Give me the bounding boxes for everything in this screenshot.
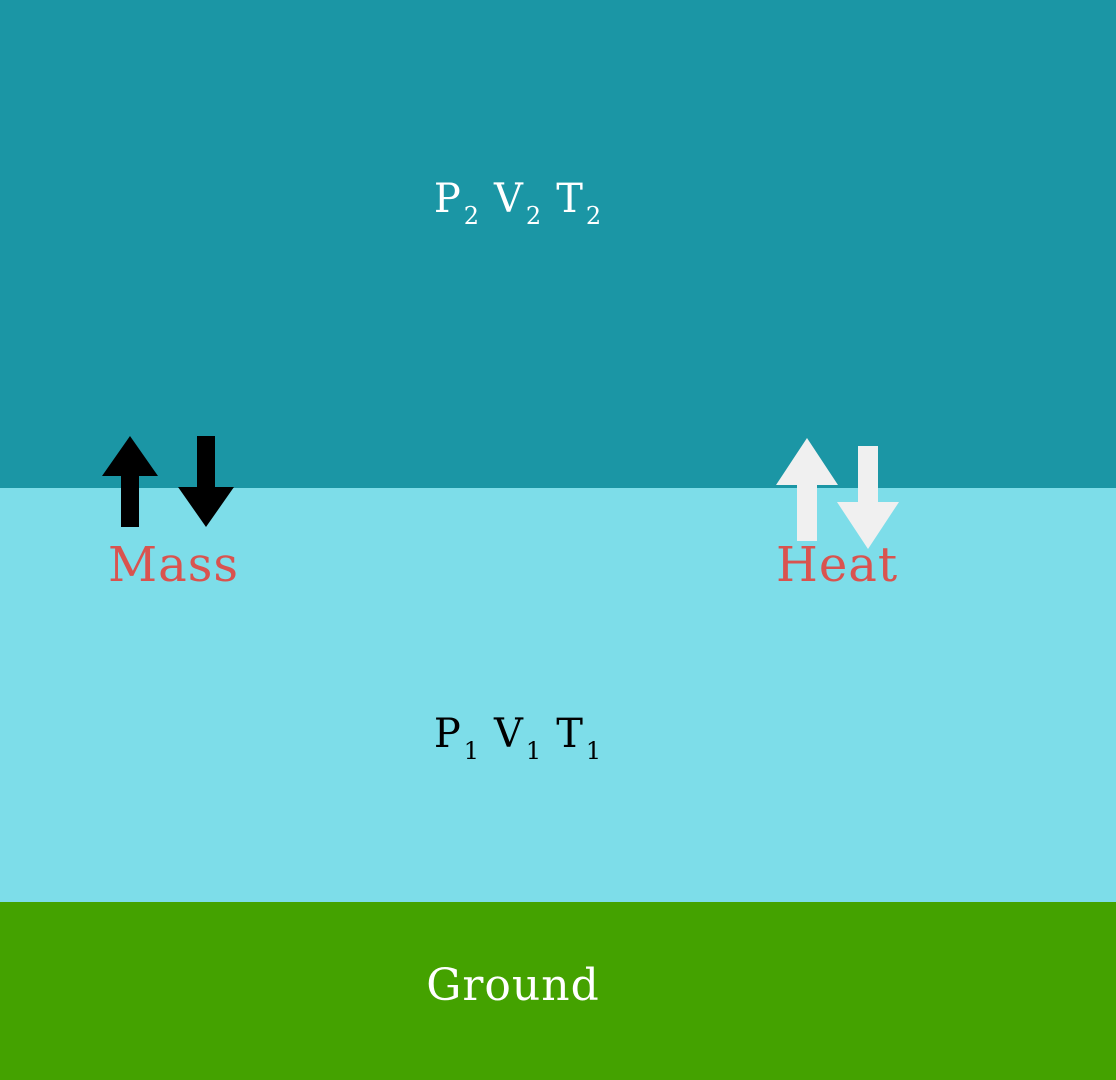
lower-pressure-subscript: 1 — [463, 737, 481, 765]
lower-volume-subscript: 1 — [525, 737, 543, 765]
mass-arrow-up-icon — [102, 436, 158, 527]
mass-arrow-down-icon — [178, 436, 234, 527]
upper-volume: V — [494, 176, 524, 222]
lower-layer — [0, 488, 1116, 902]
lower-state-label: P1 V1 T1 — [0, 711, 1036, 765]
lower-volume: V — [494, 711, 524, 757]
upper-volume-subscript: 2 — [525, 202, 543, 230]
ground-label: Ground — [426, 960, 600, 1011]
mass-label: Mass — [108, 537, 240, 593]
heat-arrow-down-icon — [837, 446, 899, 549]
upper-pressure: P — [433, 176, 462, 222]
lower-pressure: P — [433, 711, 462, 757]
upper-layer — [0, 0, 1116, 488]
heat-label: Heat — [776, 537, 899, 593]
ground-layer — [0, 902, 1116, 1080]
upper-temperature: T — [556, 176, 584, 222]
upper-temperature-subscript: 2 — [585, 202, 603, 230]
heat-arrow-up-icon — [776, 438, 838, 541]
lower-temperature: T — [556, 711, 584, 757]
upper-pressure-subscript: 2 — [463, 202, 481, 230]
lower-temperature-subscript: 1 — [585, 737, 603, 765]
upper-state-label: P2 V2 T2 — [0, 176, 1036, 230]
